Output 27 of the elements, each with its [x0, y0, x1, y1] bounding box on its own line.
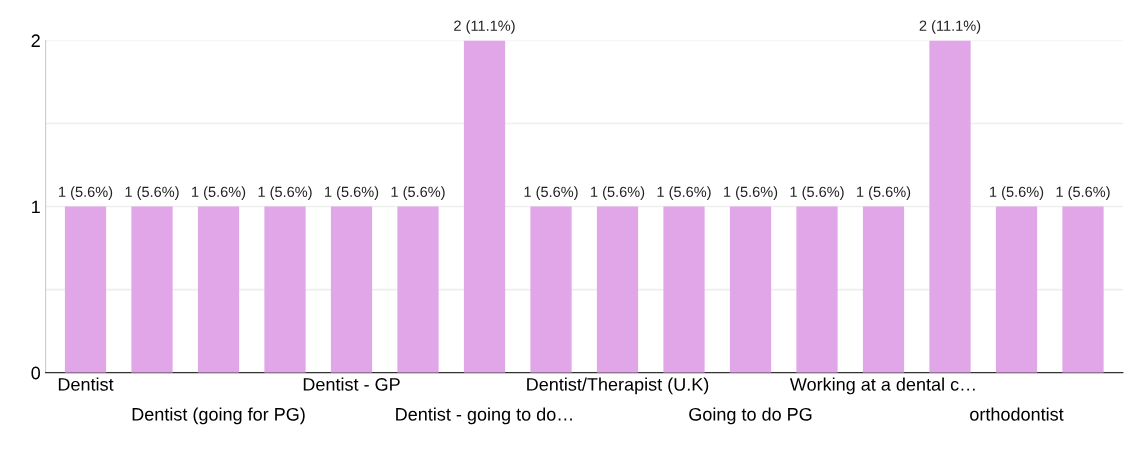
data-label: 1 (5.6%)	[59, 186, 113, 200]
y-tick-label: 2	[31, 34, 40, 47]
data-label: 1 (5.6%)	[192, 186, 246, 200]
x-tick-label: Dentist	[58, 377, 114, 391]
y-tick-label: 1	[32, 200, 40, 214]
x-tick-label: Dentist (going for PG)	[132, 407, 305, 425]
data-label: 1 (5.6%)	[724, 186, 778, 200]
x-tick-label: Dentist - going to do…	[396, 407, 572, 425]
data-label: 1 (5.6%)	[990, 186, 1044, 200]
data-label: 2 (11.1%)	[919, 20, 981, 34]
data-label: 1 (5.6%)	[790, 186, 844, 200]
data-label: 1 (5.6%)	[524, 186, 578, 200]
x-tick-label: Going to do PG	[689, 407, 812, 425]
data-label: 1 (5.6%)	[591, 186, 645, 200]
x-tick-label: Dentist/Therapist (U.K)	[527, 377, 709, 395]
data-label: 1 (5.6%)	[125, 186, 179, 200]
data-label: 2 (11.1%)	[454, 20, 515, 34]
x-tick-label: orthodontist	[970, 407, 1064, 421]
data-label: 1 (5.6%)	[258, 186, 312, 200]
x-tick-label: Dentist - GP	[303, 377, 400, 391]
y-tick-label: 0	[31, 366, 41, 380]
data-label: 1 (5.6%)	[857, 186, 911, 200]
data-label: 1 (5.6%)	[325, 186, 379, 200]
data-label: 1 (5.6%)	[657, 186, 711, 200]
data-label: 1 (5.6%)	[391, 186, 445, 200]
x-tick-label: Working at a dental c…	[789, 377, 975, 395]
data-label: 1 (5.6%)	[1056, 186, 1110, 200]
